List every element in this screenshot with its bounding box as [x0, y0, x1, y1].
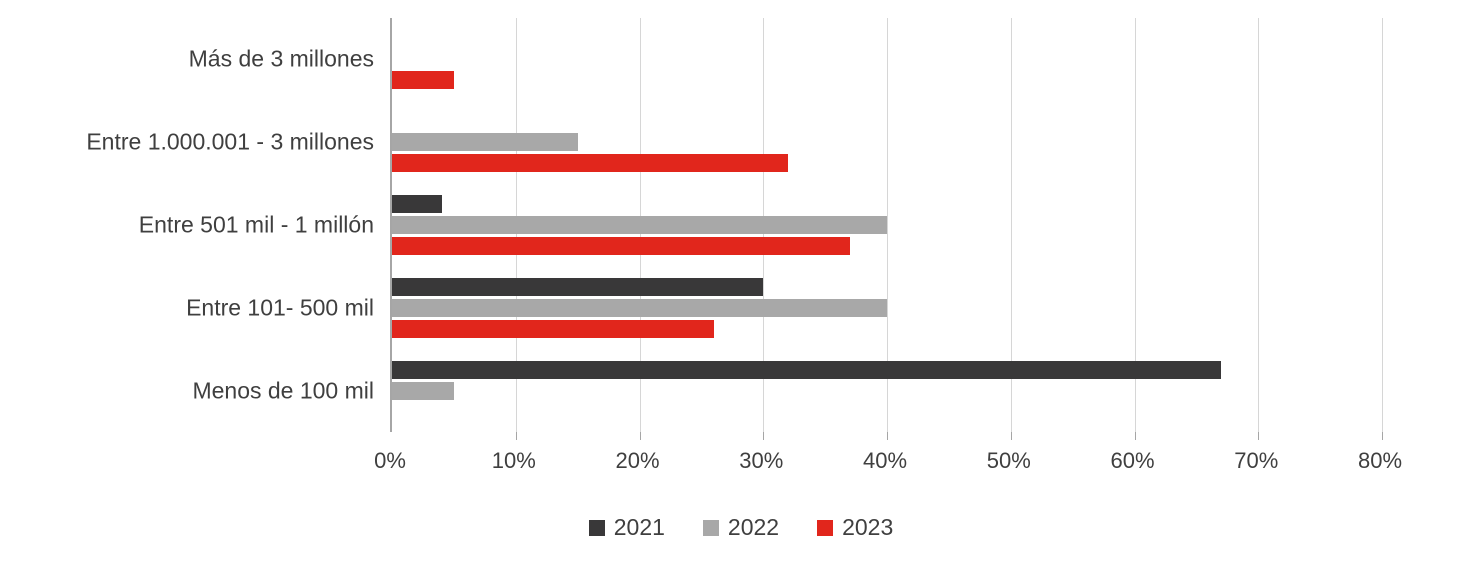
category-label-3: Entre 101- 500 mil — [186, 294, 374, 321]
bar-2021-row-2 — [392, 194, 442, 213]
gridline-70% — [1258, 18, 1260, 432]
category-label-0: Más de 3 millones — [188, 45, 374, 72]
legend: 2021 2022 2023 — [0, 514, 1482, 541]
bar-2022-row-4 — [392, 381, 454, 400]
x-tick-label-80%: 80% — [1357, 448, 1403, 473]
bar-2023-row-2 — [392, 236, 850, 255]
bar-2022-row-3 — [392, 298, 887, 317]
bar-2023-row-0 — [392, 71, 454, 90]
tickmark-40% — [887, 432, 888, 440]
legend-swatch-2022 — [702, 519, 719, 536]
legend-label-2021: 2021 — [613, 514, 665, 540]
tickmark-70% — [1258, 432, 1260, 440]
tickmark-10% — [515, 432, 517, 440]
x-tick-label-10%: 10% — [491, 448, 536, 473]
bar-group-3 — [392, 266, 1382, 349]
category-labels: Más de 3 millones Entre 1.000.001 - 3 mil… — [0, 18, 374, 432]
x-tick-label-30%: 30% — [739, 448, 784, 473]
bar-group-2 — [392, 184, 1382, 267]
tickmark-50% — [1010, 432, 1012, 440]
bar-group-1 — [392, 101, 1382, 184]
tickmark-80% — [1382, 432, 1383, 440]
x-tick-label-60%: 60% — [1110, 448, 1155, 473]
x-tick-label-40%: 40% — [862, 448, 908, 473]
tickmark-20% — [639, 432, 641, 440]
gridline-60% — [1134, 18, 1136, 432]
plot-area — [390, 18, 1383, 440]
tickmark-60% — [1134, 432, 1136, 440]
legend-swatch-2023 — [817, 519, 834, 536]
legend-swatch-2021 — [588, 519, 605, 536]
x-tick-label-70%: 70% — [1234, 448, 1279, 473]
legend-label-2023: 2023 — [842, 514, 894, 540]
x-tick-label-0%: 0% — [374, 448, 406, 473]
bar-2021-row-3 — [392, 277, 764, 296]
gridline-50% — [1010, 18, 1012, 432]
bar-2021-row-4 — [392, 360, 1222, 379]
gridline-80% — [1382, 18, 1383, 432]
legend-item-2023: 2023 — [817, 514, 893, 541]
bar-group-4 — [392, 349, 1382, 432]
category-label-1: Entre 1.000.001 - 3 millones — [86, 128, 374, 155]
gridline-40% — [887, 18, 888, 432]
x-tick-label-20%: 20% — [615, 448, 660, 473]
x-tick-label-50%: 50% — [986, 448, 1031, 473]
x-axis: 0% 10% 20% 30% 40% 50% 60% 70% 80% — [374, 448, 1402, 478]
bar-2023-row-3 — [392, 319, 714, 338]
bar-2023-row-1 — [392, 154, 788, 173]
legend-item-2022: 2022 — [702, 514, 780, 541]
legend-label-2022: 2022 — [727, 514, 780, 540]
category-label-2: Entre 501 mil - 1 millón — [138, 211, 374, 238]
bar-2022-row-2 — [392, 215, 887, 234]
tickmark-30% — [763, 432, 765, 440]
bar-2022-row-1 — [392, 133, 578, 152]
category-label-4: Menos de 100 mil — [192, 377, 374, 404]
legend-item-2021: 2021 — [588, 514, 665, 541]
bar-group-0 — [392, 18, 1382, 101]
